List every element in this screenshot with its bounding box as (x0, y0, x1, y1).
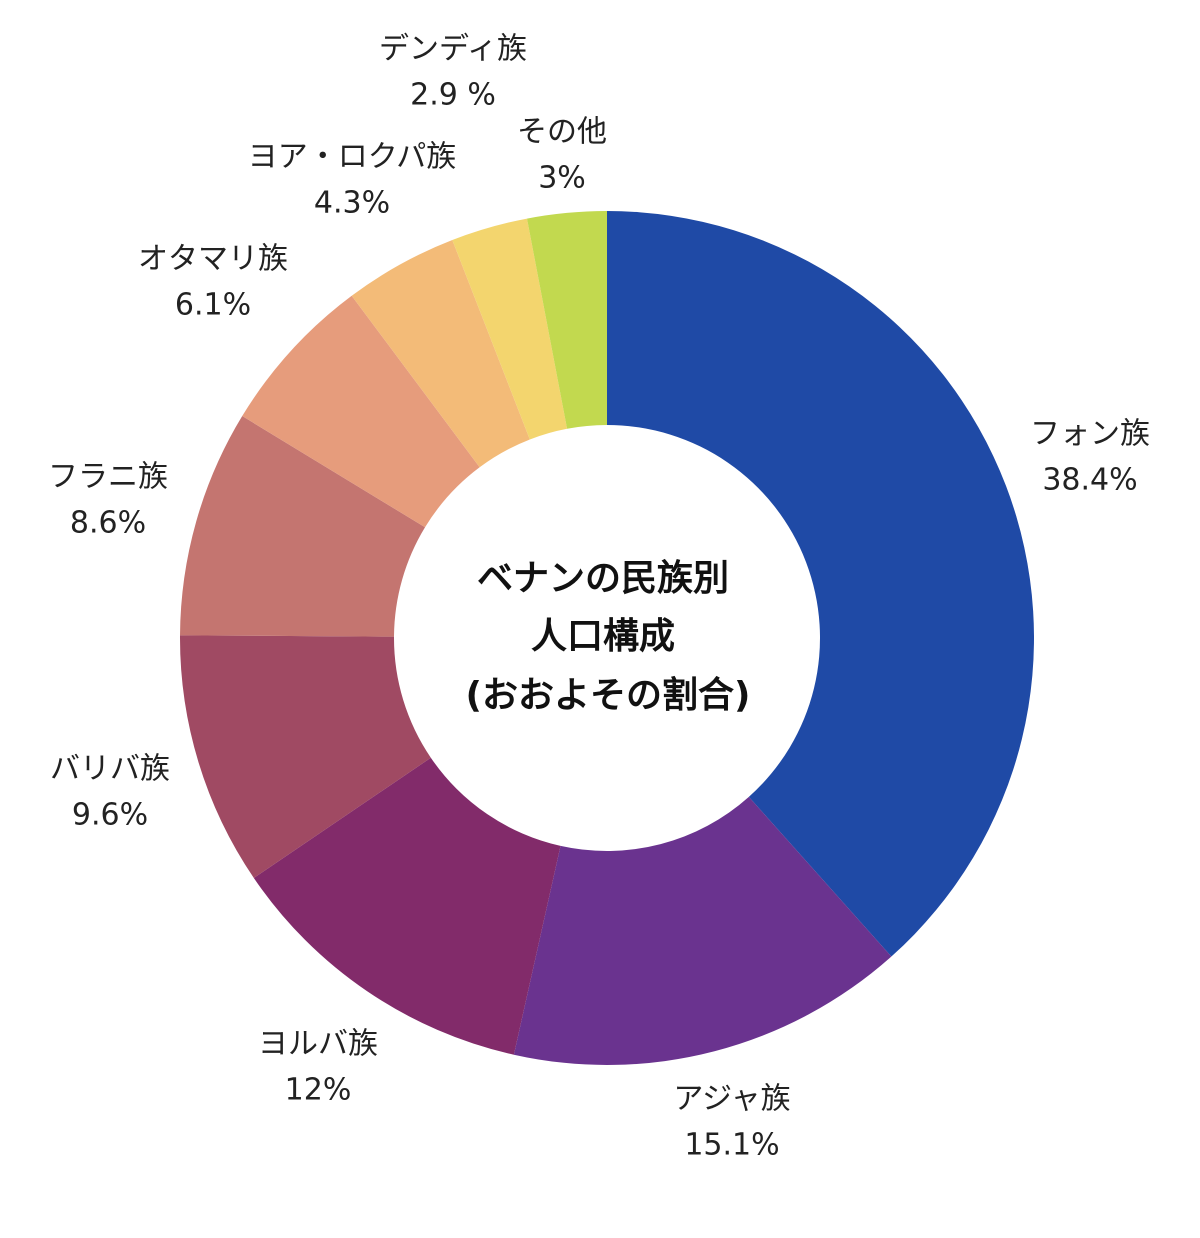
slice (526, 211, 607, 429)
slice-label: デンディ族 (379, 32, 527, 67)
value-label: 6.1% (175, 288, 251, 323)
chart-title: 人口構成 (531, 616, 675, 657)
value-label: 38.4% (1042, 463, 1137, 498)
slice-label: バリバ族 (50, 752, 170, 787)
slice-label: アジャ族 (673, 1082, 790, 1117)
slice (253, 757, 561, 1055)
value-label: 3% (538, 161, 586, 196)
slice-label: ヨア・ロクパ族 (248, 140, 457, 175)
slices (179, 211, 1034, 1065)
chart-title: ベナンの民族別 (477, 558, 729, 599)
value-label: 15.1% (684, 1128, 779, 1163)
slice-label: ヨルバ族 (258, 1027, 378, 1062)
slice (607, 211, 1034, 957)
slice-label: フォン族 (1030, 417, 1150, 452)
slice (180, 416, 426, 637)
chart-title: (おおよその割合) (466, 675, 751, 716)
slice (513, 796, 892, 1065)
value-label: 8.6% (70, 506, 146, 541)
slice (179, 635, 431, 879)
slice (351, 240, 530, 468)
value-label: 4.3% (314, 186, 390, 221)
slice-label: オタマリ族 (138, 242, 288, 277)
value-label: 2.9 % (410, 78, 496, 113)
value-label: 12% (285, 1073, 352, 1108)
slice (242, 295, 480, 528)
slice (452, 218, 568, 440)
slice-label: その他 (517, 115, 607, 150)
slice-label: フラニ族 (48, 460, 168, 495)
value-label: 9.6% (72, 798, 148, 833)
